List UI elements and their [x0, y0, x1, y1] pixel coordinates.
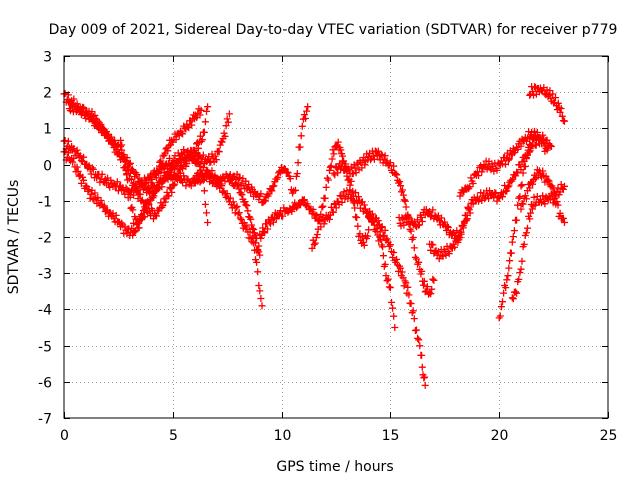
series-sat-g: [225, 103, 312, 207]
y-tick-label: 2: [43, 86, 52, 102]
series-markers: [117, 105, 205, 228]
series-markers: [526, 83, 568, 125]
series-sat-i: [308, 138, 373, 252]
y-tick-label: -7: [38, 412, 52, 428]
chart-title: Day 009 of 2021, Sidereal Day-to-day VTE…: [49, 22, 618, 38]
x-tick-label: 25: [600, 428, 618, 444]
series-sat-j: [330, 147, 438, 298]
series-sat-n: [456, 127, 551, 200]
series-markers: [225, 103, 312, 207]
y-tick-label: 1: [43, 122, 52, 138]
x-tick-label: 15: [382, 428, 400, 444]
series-markers: [456, 127, 551, 200]
y-tick-label: -1: [38, 195, 52, 211]
y-tick-label: -2: [38, 231, 52, 247]
y-tick-label: -3: [38, 267, 52, 283]
x-tick-label: 0: [60, 428, 69, 444]
series-markers: [330, 147, 438, 298]
series-markers: [495, 132, 538, 322]
series-sat-r: [526, 83, 568, 125]
y-tick-label: 0: [43, 159, 52, 175]
series-markers: [517, 166, 568, 213]
series-sat-q: [517, 166, 568, 213]
y-tick-label: -6: [38, 376, 52, 392]
x-axis-label: GPS time / hours: [276, 459, 393, 475]
series-sat-e: [117, 105, 205, 228]
series-markers: [508, 190, 568, 303]
x-tick-label: 20: [491, 428, 509, 444]
y-tick-label: 3: [43, 50, 52, 66]
y-tick-label: -5: [38, 340, 52, 356]
series-sat-p: [508, 190, 568, 303]
x-tick-label: 10: [274, 428, 292, 444]
x-tick-label: 5: [169, 428, 178, 444]
data-series: [60, 83, 568, 389]
y-tick-label: -4: [38, 303, 52, 319]
series-markers: [365, 207, 429, 389]
y-axis-label: SDTVAR / TECUs: [6, 180, 22, 295]
series-sat-o: [495, 132, 538, 322]
series-markers: [308, 138, 373, 252]
series-sat-k: [365, 207, 429, 389]
